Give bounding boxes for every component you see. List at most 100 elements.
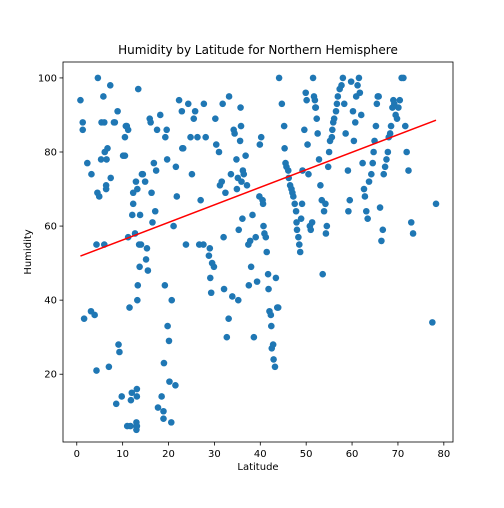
data-point bbox=[386, 130, 394, 137]
data-point bbox=[215, 148, 223, 156]
data-point bbox=[116, 348, 123, 356]
data-point bbox=[307, 226, 315, 234]
data-point bbox=[268, 322, 275, 330]
data-point bbox=[187, 133, 194, 141]
data-point bbox=[126, 304, 133, 311]
data-point bbox=[132, 178, 140, 185]
data-point bbox=[319, 270, 326, 278]
data-point bbox=[205, 252, 213, 259]
data-point bbox=[163, 126, 170, 134]
data-point bbox=[309, 74, 317, 82]
data-point bbox=[220, 285, 228, 293]
data-point bbox=[323, 222, 331, 230]
data-point bbox=[270, 356, 277, 363]
data-point bbox=[297, 215, 305, 222]
data-point bbox=[141, 178, 149, 185]
data-point bbox=[94, 74, 102, 82]
data-point bbox=[262, 233, 270, 241]
data-point bbox=[296, 248, 304, 256]
y-axis-label: Humidity bbox=[23, 229, 34, 274]
data-point bbox=[112, 400, 120, 408]
y-tick-label: 20 bbox=[44, 370, 57, 381]
data-point bbox=[314, 130, 321, 137]
data-point bbox=[133, 385, 141, 393]
data-point bbox=[133, 393, 141, 400]
data-point bbox=[380, 170, 388, 178]
data-point bbox=[160, 415, 167, 422]
plot-frame bbox=[62, 61, 454, 443]
data-point bbox=[375, 93, 382, 100]
data-point bbox=[235, 226, 243, 234]
data-point bbox=[293, 226, 301, 234]
data-point bbox=[257, 133, 265, 141]
data-point bbox=[134, 282, 142, 289]
data-point bbox=[260, 222, 267, 230]
data-point bbox=[234, 296, 242, 304]
data-point bbox=[188, 170, 196, 178]
data-point bbox=[148, 189, 155, 197]
data-point bbox=[342, 130, 349, 137]
data-point bbox=[121, 152, 129, 159]
data-point bbox=[400, 74, 407, 82]
data-point bbox=[114, 107, 121, 115]
data-point bbox=[330, 115, 338, 122]
data-point bbox=[237, 104, 244, 111]
x-tick-label: 0 bbox=[74, 449, 80, 460]
data-point bbox=[313, 115, 321, 122]
data-point bbox=[184, 100, 192, 108]
data-point bbox=[233, 185, 241, 193]
data-point bbox=[253, 278, 261, 285]
data-point bbox=[240, 170, 248, 178]
x-tick-label: 40 bbox=[254, 449, 267, 460]
data-point bbox=[429, 319, 436, 326]
data-point bbox=[149, 219, 156, 226]
data-point bbox=[272, 274, 280, 282]
data-point bbox=[93, 367, 100, 374]
data-point bbox=[280, 122, 288, 130]
data-point bbox=[139, 170, 147, 178]
data-point bbox=[212, 115, 219, 122]
data-point bbox=[354, 82, 361, 89]
data-point bbox=[162, 133, 169, 141]
data-point bbox=[298, 200, 306, 208]
data-point bbox=[407, 219, 415, 226]
data-point bbox=[290, 193, 297, 200]
data-point bbox=[293, 219, 300, 226]
data-point bbox=[175, 96, 183, 104]
data-point bbox=[303, 96, 310, 104]
data-point bbox=[212, 141, 220, 148]
data-point bbox=[245, 282, 253, 289]
data-point bbox=[167, 419, 175, 426]
data-point bbox=[143, 245, 151, 252]
data-point bbox=[409, 230, 417, 237]
data-point bbox=[320, 207, 328, 215]
data-point bbox=[364, 215, 371, 222]
data-point bbox=[168, 296, 176, 304]
data-point bbox=[340, 100, 348, 108]
data-point bbox=[278, 100, 286, 108]
data-point bbox=[432, 200, 440, 208]
y-tick-label: 60 bbox=[44, 222, 57, 233]
data-point bbox=[172, 163, 180, 171]
data-point bbox=[202, 133, 209, 141]
data-point bbox=[252, 233, 260, 241]
data-point bbox=[95, 193, 103, 200]
data-point bbox=[239, 215, 246, 222]
data-point bbox=[223, 333, 231, 341]
data-point bbox=[137, 241, 145, 248]
x-axis: 0 10 20 30 40 50 60 70 80 bbox=[74, 442, 450, 460]
data-point bbox=[102, 185, 110, 193]
data-point bbox=[194, 133, 201, 141]
data-point bbox=[127, 396, 135, 404]
data-point bbox=[178, 107, 186, 115]
data-point bbox=[136, 263, 143, 271]
data-point bbox=[304, 141, 311, 148]
data-point bbox=[206, 274, 214, 282]
data-point bbox=[200, 100, 208, 108]
data-point bbox=[292, 207, 300, 215]
data-point bbox=[360, 185, 368, 193]
data-point bbox=[381, 163, 389, 171]
data-point bbox=[152, 167, 160, 174]
data-point bbox=[351, 119, 359, 126]
